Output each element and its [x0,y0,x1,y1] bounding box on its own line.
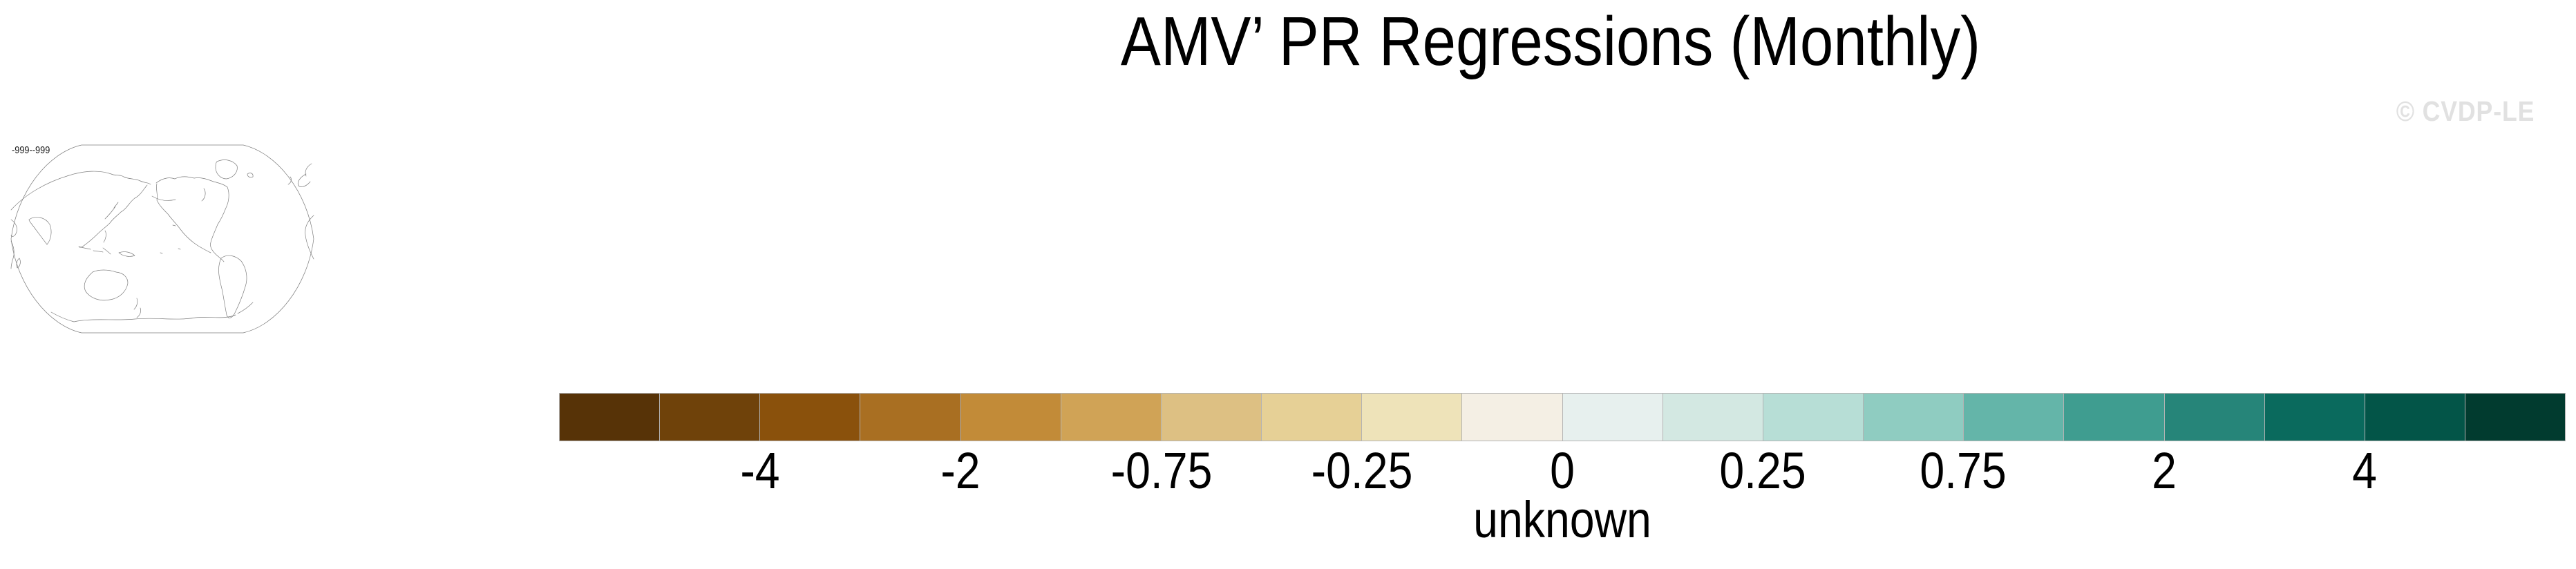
coast-japan [104,206,116,220]
colorbar-segment [860,394,960,441]
coast-iceland [247,173,254,178]
colorbar-tick-label: -2 [940,442,981,499]
colorbar-tick-label: -0.25 [1311,442,1413,499]
coast-india [28,217,52,245]
coast-africa-west [305,215,314,260]
coast-aleutians [151,195,176,201]
colorbar [559,393,2566,441]
map-thumbnail [10,144,315,334]
coast-antarctica-2 [237,302,254,314]
coast-new-zealand-1 [133,298,138,310]
map-border [10,144,314,334]
coast-philippines [103,230,106,243]
coast-uk [287,176,292,185]
colorbar-segment [1461,394,1562,441]
coast-new-guinea [118,251,135,257]
colorbar-segment [2264,394,2365,441]
coast-north-america-east [210,186,229,262]
colorbar-segment [2464,394,2566,441]
colorbar-segment [1863,394,1964,441]
island-hawaii [172,224,176,226]
colorbar-tick-label: 0 [1550,442,1575,499]
coast-indonesia-2 [93,250,104,253]
colorbar-tick-label: 4 [2351,442,2377,499]
figure-title: AMV’ PR Regressions (Monthly) [1120,3,1981,80]
colorbar-segment [1160,394,1262,441]
coast-scandinavia [305,163,312,177]
coast-east-asia [79,184,148,248]
colorbar-segment [1562,394,1663,441]
colorbar-tick-label: 0.25 [1719,442,1806,499]
colorbar-segment [960,394,1061,441]
coast-new-zealand-2 [136,307,141,318]
coast-north-america-west [156,183,211,253]
coast-indonesia-1 [78,246,91,250]
map-range-label: -999--999 [12,144,50,156]
colorbar-segment [1261,394,1362,441]
colorbar-segment [759,394,860,441]
coast-africa-east [10,240,15,269]
colorbar-tick-label: 2 [2151,442,2177,499]
colorbar-segment [560,394,660,441]
coast-indonesia-3 [102,247,111,255]
colorbar-tick-label: -4 [740,442,780,499]
coast-madagascar [16,258,21,269]
colorbar-units-label: unknown [1473,491,1651,548]
colorbar-segment [659,394,760,441]
colorbar-segment [2063,394,2164,441]
coast-australia [84,269,129,301]
colorbar-tick-label: 0.75 [1920,442,2007,499]
colorbar-segment [1361,394,1462,441]
watermark: © CVDP-LE [2396,95,2535,127]
world-map-svg [10,144,314,334]
colorbar-segment [2364,394,2465,441]
coast-antarctica [50,311,236,322]
colorbar-segment [1762,394,1864,441]
coast-greenland [215,160,238,180]
colorbar-segment [2163,394,2264,441]
coast-south-america [218,255,247,318]
colorbar-segment [1060,394,1161,441]
coast-siberia [10,171,151,211]
coast-hudson-bay [201,188,206,202]
coast-japan-2 [113,202,119,209]
coast-arabia [10,219,17,237]
coast-north-america-north [155,176,228,188]
colorbar-tick-label: -0.75 [1110,442,1212,499]
colorbar-segment [1963,394,2064,441]
colorbar-segment [1662,394,1763,441]
coast-europe [297,173,311,187]
